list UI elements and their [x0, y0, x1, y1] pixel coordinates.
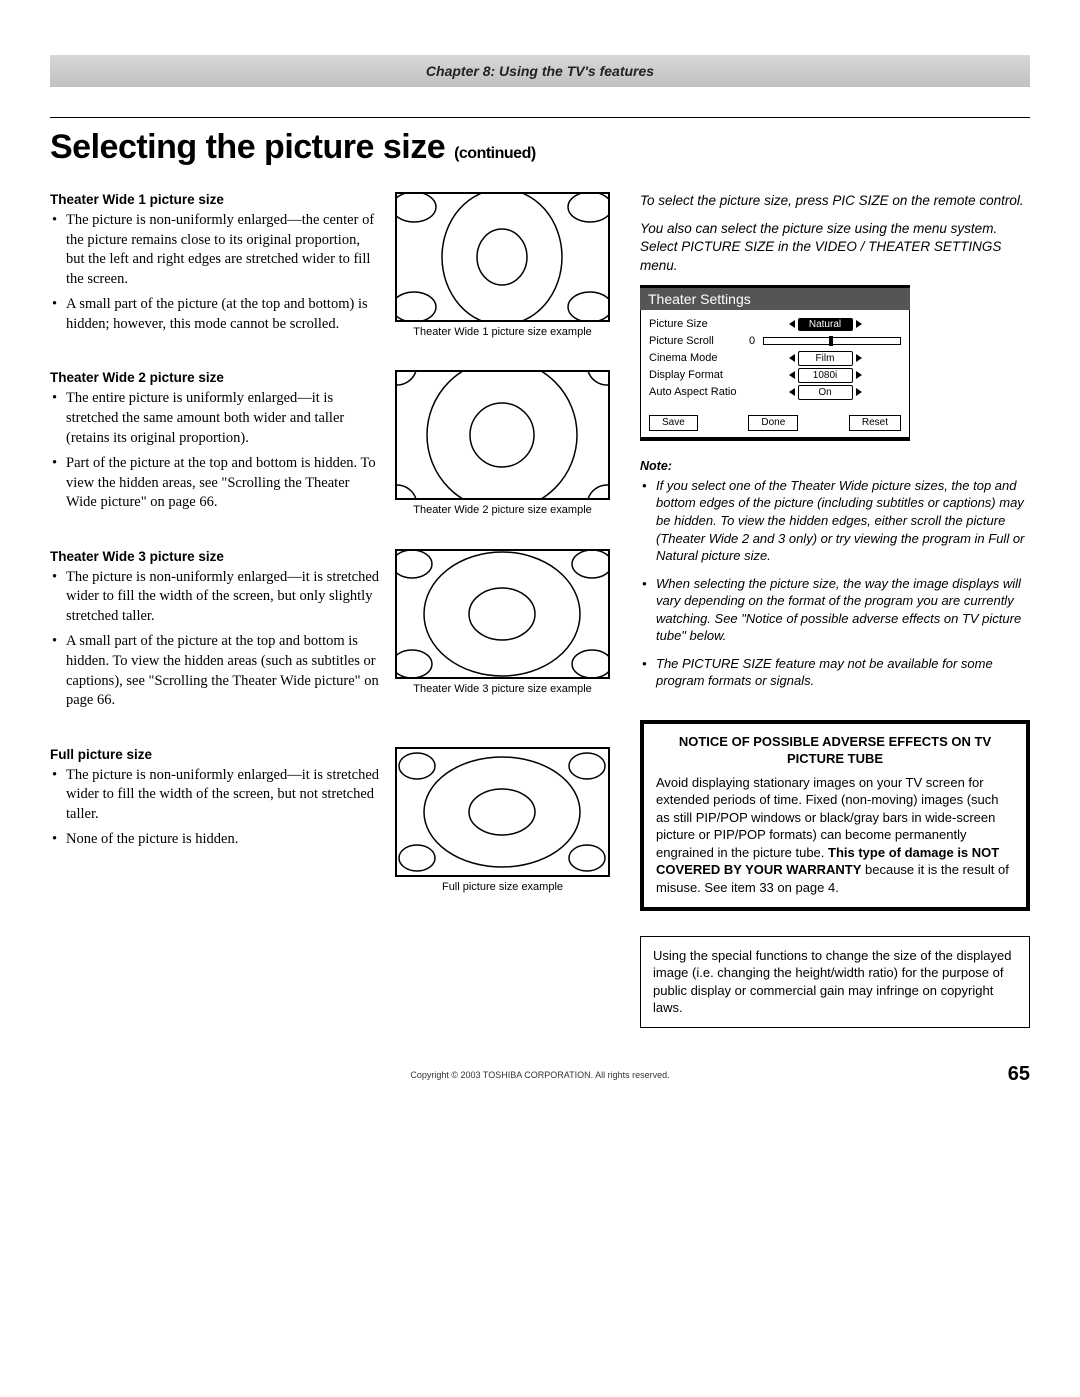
top-rule: [50, 117, 1030, 118]
osd-row: Picture Scroll 0: [649, 333, 901, 350]
bullet: A small part of the picture at the top a…: [66, 632, 380, 710]
notice-heading: NOTICE OF POSSIBLE ADVERSE EFFECTS ON TV…: [656, 734, 1014, 768]
left-arrow-icon: [789, 354, 795, 362]
osd-label: Picture Size: [649, 318, 749, 330]
page-title: Selecting the picture size (continued): [50, 128, 1030, 167]
notice-box: NOTICE OF POSSIBLE ADVERSE EFFECTS ON TV…: [640, 720, 1030, 911]
section-tw2: Theater Wide 2 picture size The entire p…: [50, 370, 610, 518]
tw3-figure: [395, 549, 610, 679]
bullet: The entire picture is uniformly enlarged…: [66, 389, 380, 448]
osd-value: On: [798, 385, 853, 400]
left-arrow-icon: [789, 371, 795, 379]
full-figure: [395, 747, 610, 877]
bullet: None of the picture is hidden.: [66, 830, 380, 850]
bullet: A small part of the picture (at the top …: [66, 295, 380, 334]
section-full: Full picture size The picture is non-uni…: [50, 747, 610, 893]
note-bullet: If you select one of the Theater Wide pi…: [656, 477, 1030, 565]
right-column: To select the picture size, press PIC SI…: [640, 192, 1030, 1028]
copyright-notice-box: Using the special functions to change th…: [640, 936, 1030, 1028]
figure-caption: Theater Wide 1 picture size example: [395, 326, 610, 338]
osd-label: Auto Aspect Ratio: [649, 386, 749, 398]
bullet: The picture is non-uniformly enlarged—th…: [66, 211, 380, 289]
left-column: Theater Wide 1 picture size The picture …: [50, 192, 610, 1028]
instruction-text: To select the picture size, press PIC SI…: [640, 192, 1030, 210]
osd-row: Auto Aspect Ratio On: [649, 384, 901, 401]
left-arrow-icon: [789, 320, 795, 328]
osd-button-save: Save: [649, 415, 698, 431]
tw2-figure: [395, 370, 610, 500]
left-arrow-icon: [789, 388, 795, 396]
chapter-title: Chapter 8: Using the TV's features: [426, 63, 654, 79]
osd-value: 0: [749, 335, 755, 347]
note-bullet: The PICTURE SIZE feature may not be avai…: [656, 655, 1030, 690]
right-arrow-icon: [856, 371, 862, 379]
right-arrow-icon: [856, 354, 862, 362]
osd-button-done: Done: [748, 415, 798, 431]
bullet: The picture is non-uniformly enlarged—it…: [66, 766, 380, 825]
title-continued: (continued): [454, 145, 536, 162]
osd-row: Display Format 1080i: [649, 367, 901, 384]
osd-menu: Theater Settings Picture Size Natural Pi…: [640, 285, 910, 441]
notice-body: Avoid displaying stationary images on yo…: [656, 774, 1014, 897]
section-heading: Theater Wide 2 picture size: [50, 370, 380, 385]
osd-label: Picture Scroll: [649, 335, 749, 347]
bullet: The picture is non-uniformly enlarged—it…: [66, 568, 380, 627]
osd-title: Theater Settings: [640, 288, 910, 310]
tw1-figure: [395, 192, 610, 322]
figure-caption: Theater Wide 2 picture size example: [395, 504, 610, 516]
instruction-text: You also can select the picture size usi…: [640, 220, 1030, 275]
section-tw3: Theater Wide 3 picture size The picture …: [50, 549, 610, 717]
page-footer: Copyright © 2003 TOSHIBA CORPORATION. Al…: [50, 1063, 1030, 1087]
section-heading: Theater Wide 3 picture size: [50, 549, 380, 564]
figure-caption: Full picture size example: [395, 881, 610, 893]
section-heading: Theater Wide 1 picture size: [50, 192, 380, 207]
title-main: Selecting the picture size: [50, 128, 445, 166]
osd-label: Display Format: [649, 369, 749, 381]
osd-row: Picture Size Natural: [649, 316, 901, 333]
page-number: 65: [1008, 1063, 1030, 1086]
note-bullet: When selecting the picture size, the way…: [656, 575, 1030, 645]
section-heading: Full picture size: [50, 747, 380, 762]
osd-value: Natural: [798, 318, 853, 331]
bullet: Part of the picture at the top and botto…: [66, 454, 380, 513]
osd-value: 1080i: [798, 368, 853, 383]
right-arrow-icon: [856, 388, 862, 396]
osd-button-reset: Reset: [849, 415, 901, 431]
osd-label: Cinema Mode: [649, 352, 749, 364]
chapter-header-band: Chapter 8: Using the TV's features: [50, 55, 1030, 87]
copyright-line: Copyright © 2003 TOSHIBA CORPORATION. Al…: [410, 1070, 669, 1080]
slider-icon: [763, 337, 901, 345]
figure-caption: Theater Wide 3 picture size example: [395, 683, 610, 695]
right-arrow-icon: [856, 320, 862, 328]
osd-value: Film: [798, 351, 853, 366]
note-heading: Note:: [640, 459, 1030, 473]
section-tw1: Theater Wide 1 picture size The picture …: [50, 192, 610, 340]
osd-row: Cinema Mode Film: [649, 350, 901, 367]
